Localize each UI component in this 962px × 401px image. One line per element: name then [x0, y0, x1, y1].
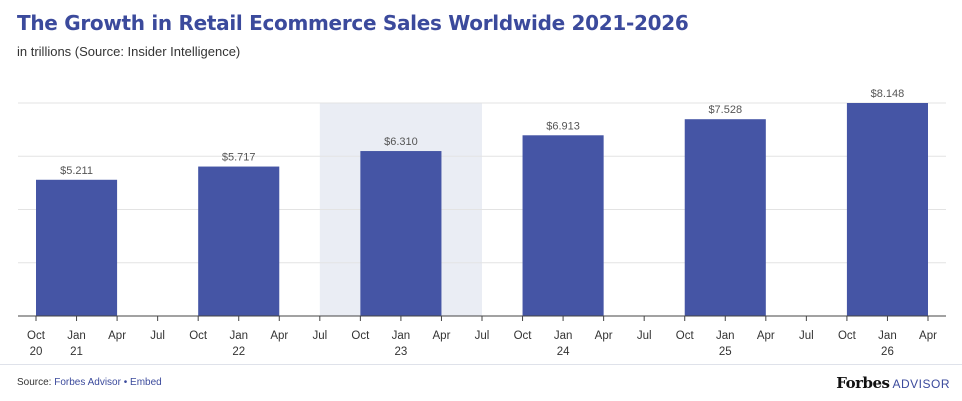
x-tick-label-year: 21: [70, 346, 83, 358]
x-tick-label-year: 25: [719, 346, 732, 358]
bar: [846, 103, 928, 316]
chart-subtitle: in trillions (Source: Insider Intelligen…: [17, 44, 241, 59]
x-tick-label-month: Oct: [27, 330, 46, 342]
bar: [522, 135, 604, 316]
x-tick-label-year: 20: [30, 346, 43, 358]
x-tick-label-year: 26: [881, 346, 894, 358]
gridlines-layer: [18, 102, 946, 264]
bar: [684, 119, 766, 316]
x-tick-label-month: Jan: [554, 330, 573, 342]
embed-link[interactable]: Embed: [130, 377, 162, 388]
x-tick-label-year: 23: [395, 346, 408, 358]
x-tick-label-month: Jan: [229, 330, 248, 342]
brand-primary: Forbes: [836, 374, 890, 392]
bar: [360, 151, 442, 316]
x-tick-label-month: Jan: [716, 330, 735, 342]
x-axis-layer: Oct 20 Jan 21 Apr Jul Oct Jan 22 Apr Jul Oct Jan 23 Ap…: [18, 315, 946, 358]
brand-secondary: ADVISOR: [892, 377, 950, 391]
x-tick-label-month: Oct: [514, 330, 533, 342]
x-tick-label-month: Apr: [270, 330, 288, 342]
bar-value-label: $7.528: [708, 104, 742, 116]
brand-logo: Forbes ADVISOR: [836, 373, 950, 392]
x-tick-label-month: Jul: [799, 330, 814, 342]
x-tick-label-month: Jan: [878, 330, 897, 342]
x-tick-label-month: Jul: [312, 330, 327, 342]
bar-value-label: $8.148: [871, 88, 905, 100]
source-line: Source: Forbes Advisor • Embed: [17, 377, 162, 388]
bar-value-label: $6.913: [546, 120, 580, 132]
bars-layer: [36, 103, 928, 316]
bar: [198, 166, 280, 316]
x-tick-label-month: Oct: [838, 330, 857, 342]
value-labels-layer: $5.211 $5.717 $6.310 $6.913 $7.528 $8.148: [60, 88, 904, 177]
x-tick-label-month: Oct: [351, 330, 370, 342]
source-label: Source:: [17, 377, 52, 388]
x-tick-label-month: Apr: [919, 330, 937, 342]
x-tick-label-month: Apr: [595, 330, 613, 342]
bar-value-label: $6.310: [384, 136, 418, 148]
x-tick-label-month: Oct: [189, 330, 208, 342]
x-tick-label-month: Apr: [108, 330, 126, 342]
bar-value-label: $5.717: [222, 152, 256, 164]
x-tick-label-month: Jul: [637, 330, 652, 342]
source-link[interactable]: Forbes Advisor: [54, 377, 121, 388]
chart-title: The Growth in Retail Ecommerce Sales Wor…: [17, 11, 689, 35]
bar-value-label: $5.211: [60, 165, 93, 177]
x-tick-label-month: Jul: [475, 330, 490, 342]
bar-chart: $5.211 $5.717 $6.310 $6.913 $7.528 $8.148 Oct…: [18, 88, 946, 358]
x-tick-label-year: 22: [232, 346, 245, 358]
x-tick-label-month: Jan: [67, 330, 86, 342]
x-tick-label-month: Apr: [757, 330, 775, 342]
x-tick-label-month: Apr: [433, 330, 451, 342]
x-tick-label-month: Oct: [676, 330, 695, 342]
x-tick-label-year: 24: [557, 346, 570, 358]
footer: Source: Forbes Advisor • Embed Forbes ADV…: [0, 364, 962, 401]
x-tick-label-month: Jan: [392, 330, 411, 342]
source-separator: •: [123, 377, 128, 388]
bar: [36, 179, 118, 316]
x-tick-label-month: Jul: [150, 330, 165, 342]
